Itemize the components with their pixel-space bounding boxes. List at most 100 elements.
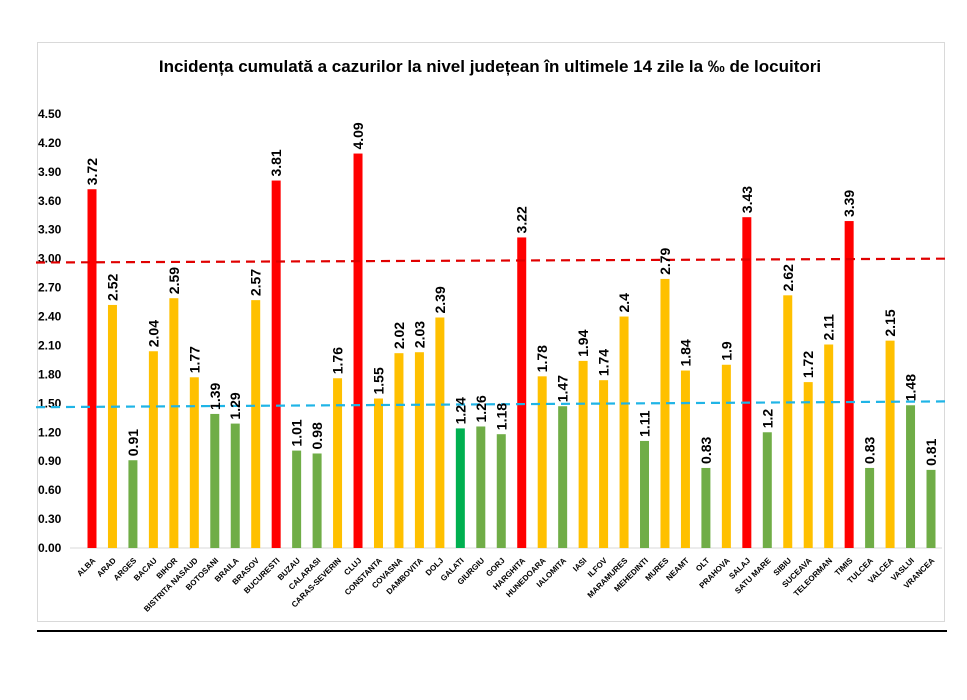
threshold-line: [35, 400, 947, 409]
data-label: 1.24: [452, 397, 468, 424]
bar: [394, 353, 404, 548]
data-label: 1.76: [330, 347, 346, 374]
data-label: 1.26: [473, 395, 489, 422]
bar: [435, 317, 445, 548]
data-label: 1.74: [596, 349, 612, 376]
threshold-line: [35, 257, 947, 264]
data-label: 2.03: [411, 321, 427, 348]
chart-title: Incidența cumulată a cazurilor la nivel …: [159, 57, 821, 76]
data-label: 3.72: [84, 158, 100, 185]
y-tick-label: 2.40: [38, 310, 62, 324]
data-label: 2.57: [248, 269, 264, 296]
data-label: 3.81: [268, 149, 284, 176]
bar: [865, 467, 875, 548]
bar: [87, 189, 97, 548]
data-label: 3.39: [841, 190, 857, 217]
bar: [455, 428, 465, 548]
x-tick-label: ALBA: [75, 556, 97, 578]
bar: [476, 426, 486, 548]
bar: [230, 423, 240, 548]
bar: [189, 377, 199, 548]
data-label: 1.18: [493, 403, 509, 430]
bar: [824, 344, 834, 548]
y-tick-label: 3.90: [38, 165, 62, 179]
bar: [128, 460, 138, 548]
bar: [271, 180, 281, 548]
chart-frame: [37, 42, 945, 622]
bar: [721, 364, 731, 548]
bar: [640, 440, 650, 548]
bar: [558, 406, 568, 548]
bar: [353, 153, 363, 548]
data-label: 1.84: [677, 339, 693, 366]
bar: [333, 378, 343, 548]
bar: [578, 360, 588, 548]
data-label: 1.01: [289, 419, 305, 446]
value-labels: 3.72 2.52 0.91 2.04 2.59 1.77 1.39 1.29 2.57 3.81…: [84, 122, 939, 466]
y-tick-label: 2.70: [38, 281, 62, 295]
bar: [619, 316, 629, 548]
bar: [762, 432, 772, 548]
data-label: 2.4: [616, 293, 632, 313]
y-tick-label: 0.00: [38, 541, 62, 555]
data-label: 1.39: [207, 382, 223, 409]
bottom-rule: [37, 630, 947, 632]
reference-lines: [35, 257, 947, 409]
bar: [701, 467, 711, 548]
bar: [537, 376, 547, 548]
data-label: 1.48: [903, 374, 919, 401]
data-label: 1.2: [759, 409, 775, 429]
data-label: 3.22: [514, 206, 530, 233]
y-tick-label: 2.10: [38, 338, 62, 352]
bar: [599, 380, 609, 548]
data-label: 2.52: [104, 273, 120, 300]
data-label: 1.47: [555, 375, 571, 402]
y-tick-label: 0.90: [38, 454, 62, 468]
data-label: 1.11: [637, 410, 653, 437]
data-label: 2.15: [882, 309, 898, 336]
data-label: 0.98: [309, 422, 325, 449]
data-label: 2.04: [145, 320, 161, 347]
bar: [210, 413, 220, 548]
y-tick-label: 3.30: [38, 223, 62, 237]
bar: [803, 382, 813, 548]
bar: [312, 453, 322, 548]
bar: [292, 450, 302, 548]
bar: [517, 237, 527, 548]
bar: [373, 398, 383, 548]
data-label: 2.39: [432, 286, 448, 313]
bar: [906, 405, 916, 548]
data-label: 1.77: [186, 346, 202, 373]
data-label: 2.59: [166, 267, 182, 294]
data-label: 0.91: [125, 429, 141, 456]
data-label: 1.29: [227, 392, 243, 419]
data-label: 0.81: [923, 438, 939, 465]
y-tick-label: 4.50: [38, 107, 62, 121]
y-tick-label: 0.60: [38, 483, 62, 497]
data-label: 1.94: [575, 329, 591, 356]
bar: [169, 298, 179, 548]
x-tick-label: OLT: [694, 556, 711, 573]
data-label: 0.83: [698, 436, 714, 463]
data-label: 4.09: [350, 122, 366, 149]
data-label: 3.43: [739, 186, 755, 213]
bars: [87, 153, 936, 548]
bar: [926, 469, 936, 548]
data-label: 2.62: [780, 264, 796, 291]
y-tick-label: 3.60: [38, 194, 62, 208]
bar: [251, 300, 261, 548]
bar: [742, 217, 752, 548]
bar: [680, 370, 690, 548]
bar: [414, 352, 424, 548]
bar: [885, 340, 895, 548]
bar: [660, 278, 670, 548]
data-label: 0.83: [862, 436, 878, 463]
data-label: 1.72: [800, 351, 816, 378]
y-tick-label: 4.20: [38, 136, 62, 150]
x-tick-label: BACAU: [132, 556, 159, 583]
data-label: 2.11: [821, 314, 837, 341]
y-tick-label: 1.20: [38, 425, 62, 439]
x-tick-label: IASI: [571, 556, 588, 573]
data-label: 1.78: [534, 345, 550, 372]
